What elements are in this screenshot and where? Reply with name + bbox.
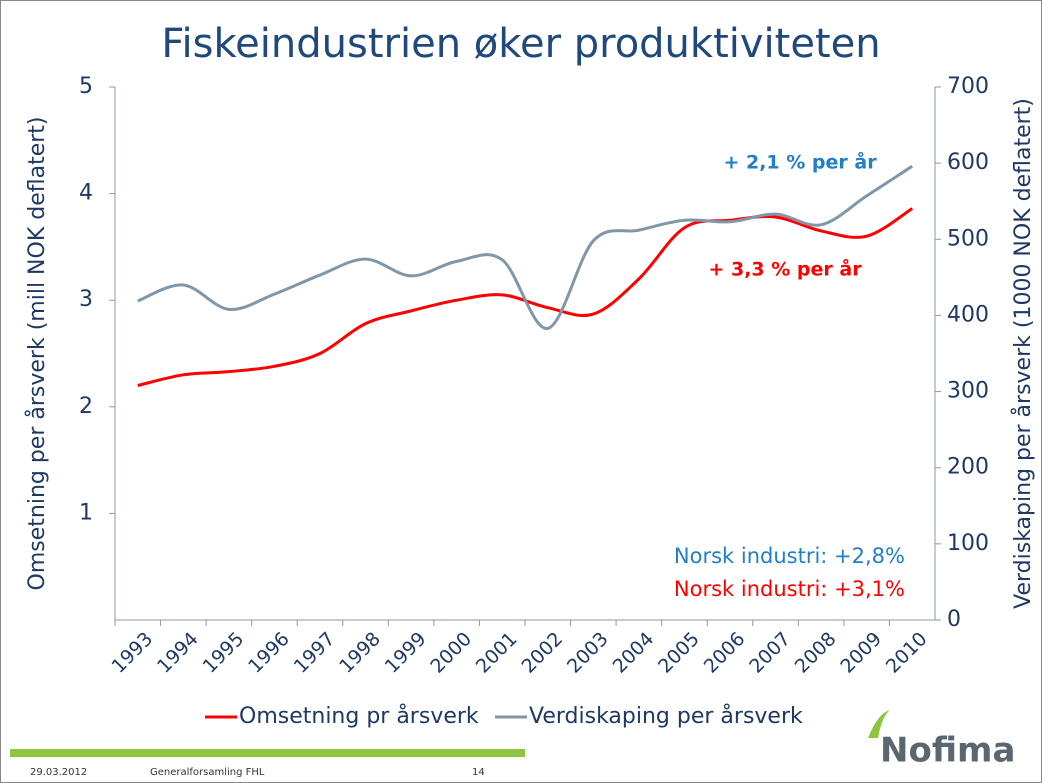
y2-tick-label: 300 <box>947 379 989 404</box>
annotation: Norsk industri: +3,1% <box>674 577 905 601</box>
y-axis-label: Omsetning per årsverk (mill NOK deflater… <box>24 117 50 591</box>
logo: Nofima <box>880 731 1015 771</box>
y2-tick-label: 100 <box>947 531 989 556</box>
footer-event: Generalforsamling FHL <box>150 767 265 778</box>
y-tick-label: 1 <box>79 500 93 525</box>
y2-tick-label: 600 <box>947 150 989 175</box>
y2-tick-label: 500 <box>947 226 989 251</box>
y-tick-label: 2 <box>79 394 93 419</box>
y2-tick-label: 700 <box>947 74 989 99</box>
annotation: + 2,1 % per år <box>723 150 877 174</box>
footer-bar <box>10 749 525 757</box>
legend-label: Verdiskaping per årsverk <box>529 703 803 729</box>
series-line <box>137 164 914 330</box>
slide-title: Fiskeindustrien øker produktiviteten <box>161 21 880 67</box>
y-tick-label: 4 <box>79 181 93 206</box>
y-tick-label: 5 <box>79 74 93 99</box>
y-tick-label: 3 <box>79 287 93 312</box>
logo-mark <box>868 710 890 738</box>
y2-axis-label: Verdiskaping per årsverk (1000 NOK defla… <box>1010 98 1036 609</box>
y2-tick-label: 200 <box>947 455 989 480</box>
y2-tick-label: 0 <box>947 607 961 632</box>
annotation: + 3,3 % per år <box>708 257 862 281</box>
legend-label: Omsetning pr årsverk <box>239 703 479 729</box>
footer-page: 14 <box>472 767 485 778</box>
y2-tick-label: 400 <box>947 302 989 327</box>
annotation: Norsk industri: +2,8% <box>674 544 905 568</box>
series-line <box>137 207 914 387</box>
footer-date: 29.03.2012 <box>30 767 87 778</box>
